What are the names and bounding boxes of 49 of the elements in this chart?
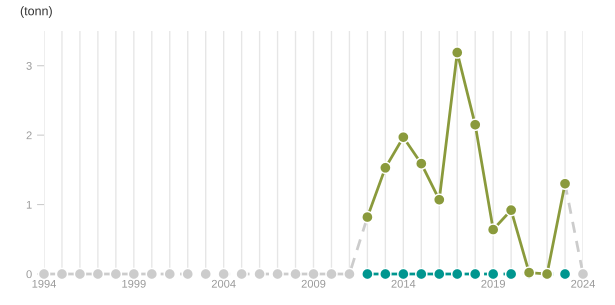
point [74, 268, 86, 280]
point [307, 268, 320, 280]
point [433, 193, 446, 206]
point [576, 268, 590, 280]
point [164, 268, 176, 280]
point [289, 268, 302, 280]
point [325, 268, 338, 280]
y-tick-label: 1 [26, 200, 32, 209]
point [397, 268, 410, 280]
point [468, 118, 482, 131]
x-tick-label: 2014 [392, 280, 416, 288]
point [110, 268, 122, 280]
x-tick-label: 1999 [122, 280, 146, 288]
x-tick-label: 2019 [481, 280, 505, 288]
point [504, 204, 518, 216]
point [343, 268, 356, 280]
point [217, 268, 230, 280]
point [361, 268, 374, 280]
x-tick-label: 1994 [32, 280, 56, 288]
point [146, 268, 158, 280]
point [433, 268, 446, 280]
point [486, 223, 500, 236]
point [253, 268, 266, 280]
point [271, 268, 284, 280]
x-tick-label: 2009 [302, 280, 326, 288]
point [379, 268, 392, 280]
point [199, 268, 212, 280]
point [450, 268, 464, 280]
point [397, 130, 410, 144]
x-tick-label: 2004 [212, 280, 236, 288]
y-tick-label: 3 [26, 62, 32, 70]
point [128, 268, 140, 280]
point [486, 268, 500, 280]
point [415, 157, 428, 170]
y-tick-label: 0 [26, 270, 32, 278]
point [504, 268, 518, 280]
point [56, 268, 68, 280]
x-tick-label: 2024 [571, 280, 596, 288]
y-axis-title: (tonn) [20, 6, 52, 18]
point [379, 162, 392, 174]
y-tick-label: 2 [26, 131, 32, 140]
point [468, 268, 482, 280]
point [415, 268, 428, 280]
point [235, 268, 248, 280]
point [38, 268, 50, 280]
point [181, 268, 194, 280]
point [92, 268, 104, 280]
point [558, 268, 572, 280]
point [450, 46, 464, 59]
